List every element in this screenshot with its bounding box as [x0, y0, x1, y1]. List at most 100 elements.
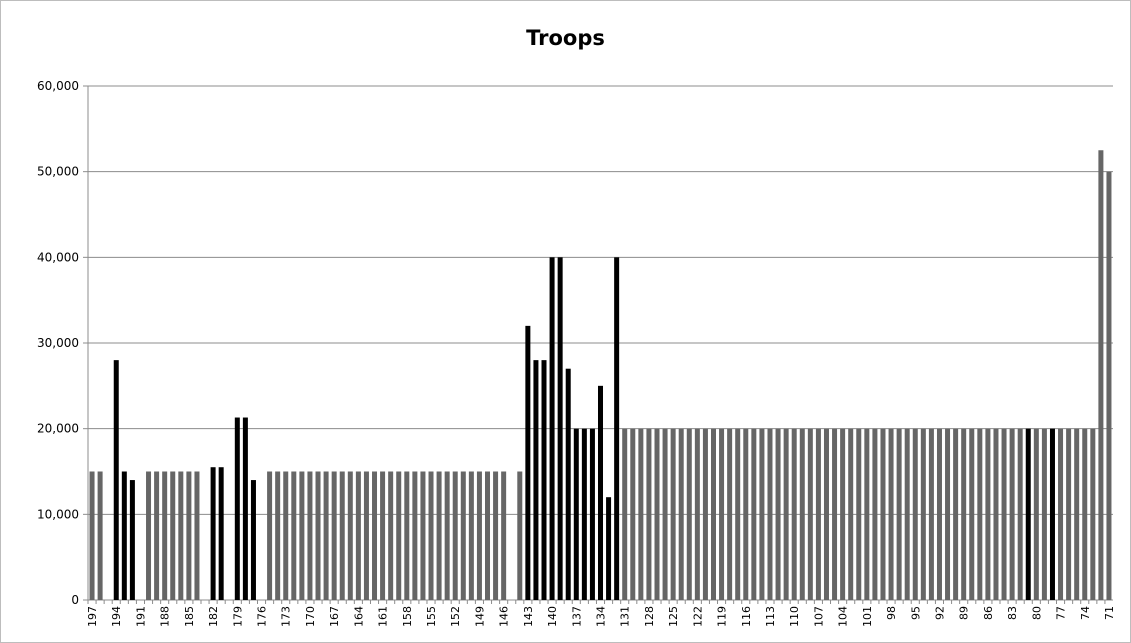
x-tick-label: 95: [909, 606, 922, 620]
x-tick-label: 194: [110, 606, 123, 627]
x-tick-label: 170: [304, 606, 317, 627]
bar-184: [194, 471, 200, 600]
bar-160: [388, 471, 394, 600]
bar-153: [444, 471, 450, 600]
x-tick-label: 164: [352, 606, 365, 627]
bar-157: [412, 471, 418, 600]
bar-86: [985, 428, 991, 600]
x-tick-label: 71: [1103, 606, 1116, 620]
bar-133: [606, 497, 612, 600]
x-tick-label: 137: [570, 606, 583, 627]
x-tick-label: 98: [885, 606, 898, 620]
x-tick-label: 86: [982, 606, 995, 620]
x-tick-label: 188: [159, 606, 172, 627]
bar-83: [1009, 428, 1015, 600]
bar-104: [840, 428, 846, 600]
bar-116: [743, 428, 749, 600]
x-tick-label: 125: [667, 606, 680, 627]
bar-140: [549, 257, 555, 600]
bar-127: [654, 428, 660, 600]
bar-73: [1090, 428, 1096, 600]
bar-134: [597, 385, 604, 600]
bar-105: [832, 428, 838, 600]
bar-96: [904, 428, 910, 600]
bar-165: [347, 471, 353, 600]
x-tick-label: 110: [788, 606, 801, 627]
bar-130: [630, 428, 636, 600]
bar-179: [234, 417, 240, 600]
bar-108: [807, 428, 813, 600]
bar-197: [89, 471, 95, 600]
bar-196: [97, 471, 103, 600]
bar-109: [799, 428, 805, 600]
bar-164: [355, 471, 361, 600]
y-tick-label: 30,000: [37, 336, 79, 350]
bar-139: [557, 257, 563, 600]
bar-149: [476, 471, 482, 600]
bar-79: [1041, 428, 1047, 600]
bar-172: [291, 471, 297, 600]
x-tick-label: 77: [1055, 606, 1068, 620]
bar-188: [162, 471, 168, 600]
chart-title: Troops: [526, 26, 605, 50]
bar-152: [452, 471, 458, 600]
bar-87: [977, 428, 983, 600]
bar-150: [468, 471, 474, 600]
x-tick-label: 131: [619, 606, 632, 627]
x-tick-label: 134: [595, 606, 608, 627]
bar-189: [154, 471, 160, 600]
bar-128: [646, 428, 652, 600]
bar-167: [331, 471, 337, 600]
bar-141: [541, 360, 547, 600]
bar-161: [380, 471, 386, 600]
x-tick-label: 149: [473, 606, 486, 627]
bar-82: [1017, 428, 1023, 600]
bar-72: [1098, 150, 1104, 600]
x-tick-label: 83: [1006, 606, 1019, 620]
bar-170: [307, 471, 313, 600]
bar-193: [121, 471, 127, 600]
x-tick-label: 92: [933, 606, 946, 620]
bar-117: [735, 428, 741, 600]
bar-177: [250, 480, 256, 600]
bar-98: [888, 428, 894, 600]
bar-148: [485, 471, 491, 600]
bar-112: [775, 428, 781, 600]
bar-89: [961, 428, 967, 600]
bar-190: [146, 471, 152, 600]
x-tick-label: 113: [764, 606, 777, 627]
x-tick-label: 155: [425, 606, 438, 627]
bar-107: [815, 428, 821, 600]
bar-129: [638, 428, 644, 600]
bar-103: [848, 428, 854, 600]
bar-168: [323, 471, 329, 600]
x-tick-label: 89: [958, 606, 971, 620]
bar-186: [178, 471, 184, 600]
bar-155: [428, 471, 434, 600]
bar-135: [589, 428, 595, 600]
bar-143: [525, 325, 531, 600]
bar-158: [404, 471, 410, 600]
bar-71: [1106, 171, 1112, 600]
bar-151: [460, 471, 466, 600]
x-tick-label: 74: [1079, 606, 1092, 620]
bar-110: [791, 428, 797, 600]
bar-137: [573, 428, 579, 600]
bar-106: [823, 428, 829, 600]
x-tick-label: 146: [498, 606, 511, 627]
x-tick-label: 128: [643, 606, 656, 627]
bar-181: [218, 467, 224, 600]
bar-121: [702, 428, 708, 600]
bar-102: [856, 428, 862, 600]
bar-174: [275, 471, 281, 600]
bar-185: [186, 471, 192, 600]
x-tick-label: 152: [449, 606, 462, 627]
x-tick-label: 143: [522, 606, 535, 627]
bar-182: [210, 467, 216, 600]
bar-81: [1025, 428, 1031, 600]
bar-162: [372, 471, 378, 600]
bar-126: [662, 428, 668, 600]
x-tick-label: 80: [1030, 606, 1043, 620]
bar-101: [864, 428, 870, 600]
